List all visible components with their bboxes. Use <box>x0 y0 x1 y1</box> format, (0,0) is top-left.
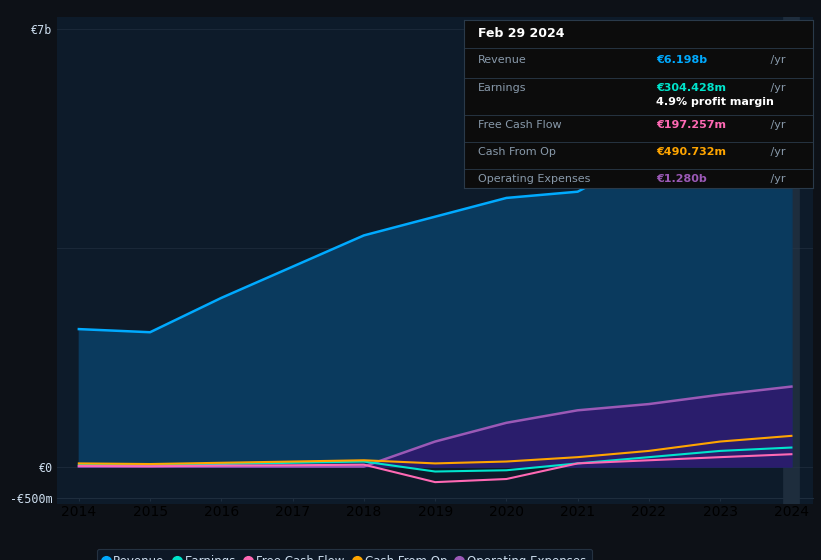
Text: Cash From Op: Cash From Op <box>478 147 556 157</box>
Text: Feb 29 2024: Feb 29 2024 <box>478 26 564 40</box>
Text: €197.257m: €197.257m <box>656 120 726 130</box>
Legend: Revenue, Earnings, Free Cash Flow, Cash From Op, Operating Expenses: Revenue, Earnings, Free Cash Flow, Cash … <box>97 549 592 560</box>
Text: Operating Expenses: Operating Expenses <box>478 174 590 184</box>
Text: /yr: /yr <box>768 83 786 94</box>
Text: /yr: /yr <box>768 147 786 157</box>
Text: Earnings: Earnings <box>478 83 526 94</box>
Text: /yr: /yr <box>768 55 786 65</box>
Text: €1.280b: €1.280b <box>656 174 707 184</box>
Text: /yr: /yr <box>768 120 786 130</box>
Text: /yr: /yr <box>768 174 786 184</box>
Text: €6.198b: €6.198b <box>656 55 707 65</box>
Text: Revenue: Revenue <box>478 55 526 65</box>
Text: €490.732m: €490.732m <box>656 147 726 157</box>
Text: €304.428m: €304.428m <box>656 83 726 94</box>
Text: Free Cash Flow: Free Cash Flow <box>478 120 562 130</box>
Text: 4.9% profit margin: 4.9% profit margin <box>656 97 773 107</box>
